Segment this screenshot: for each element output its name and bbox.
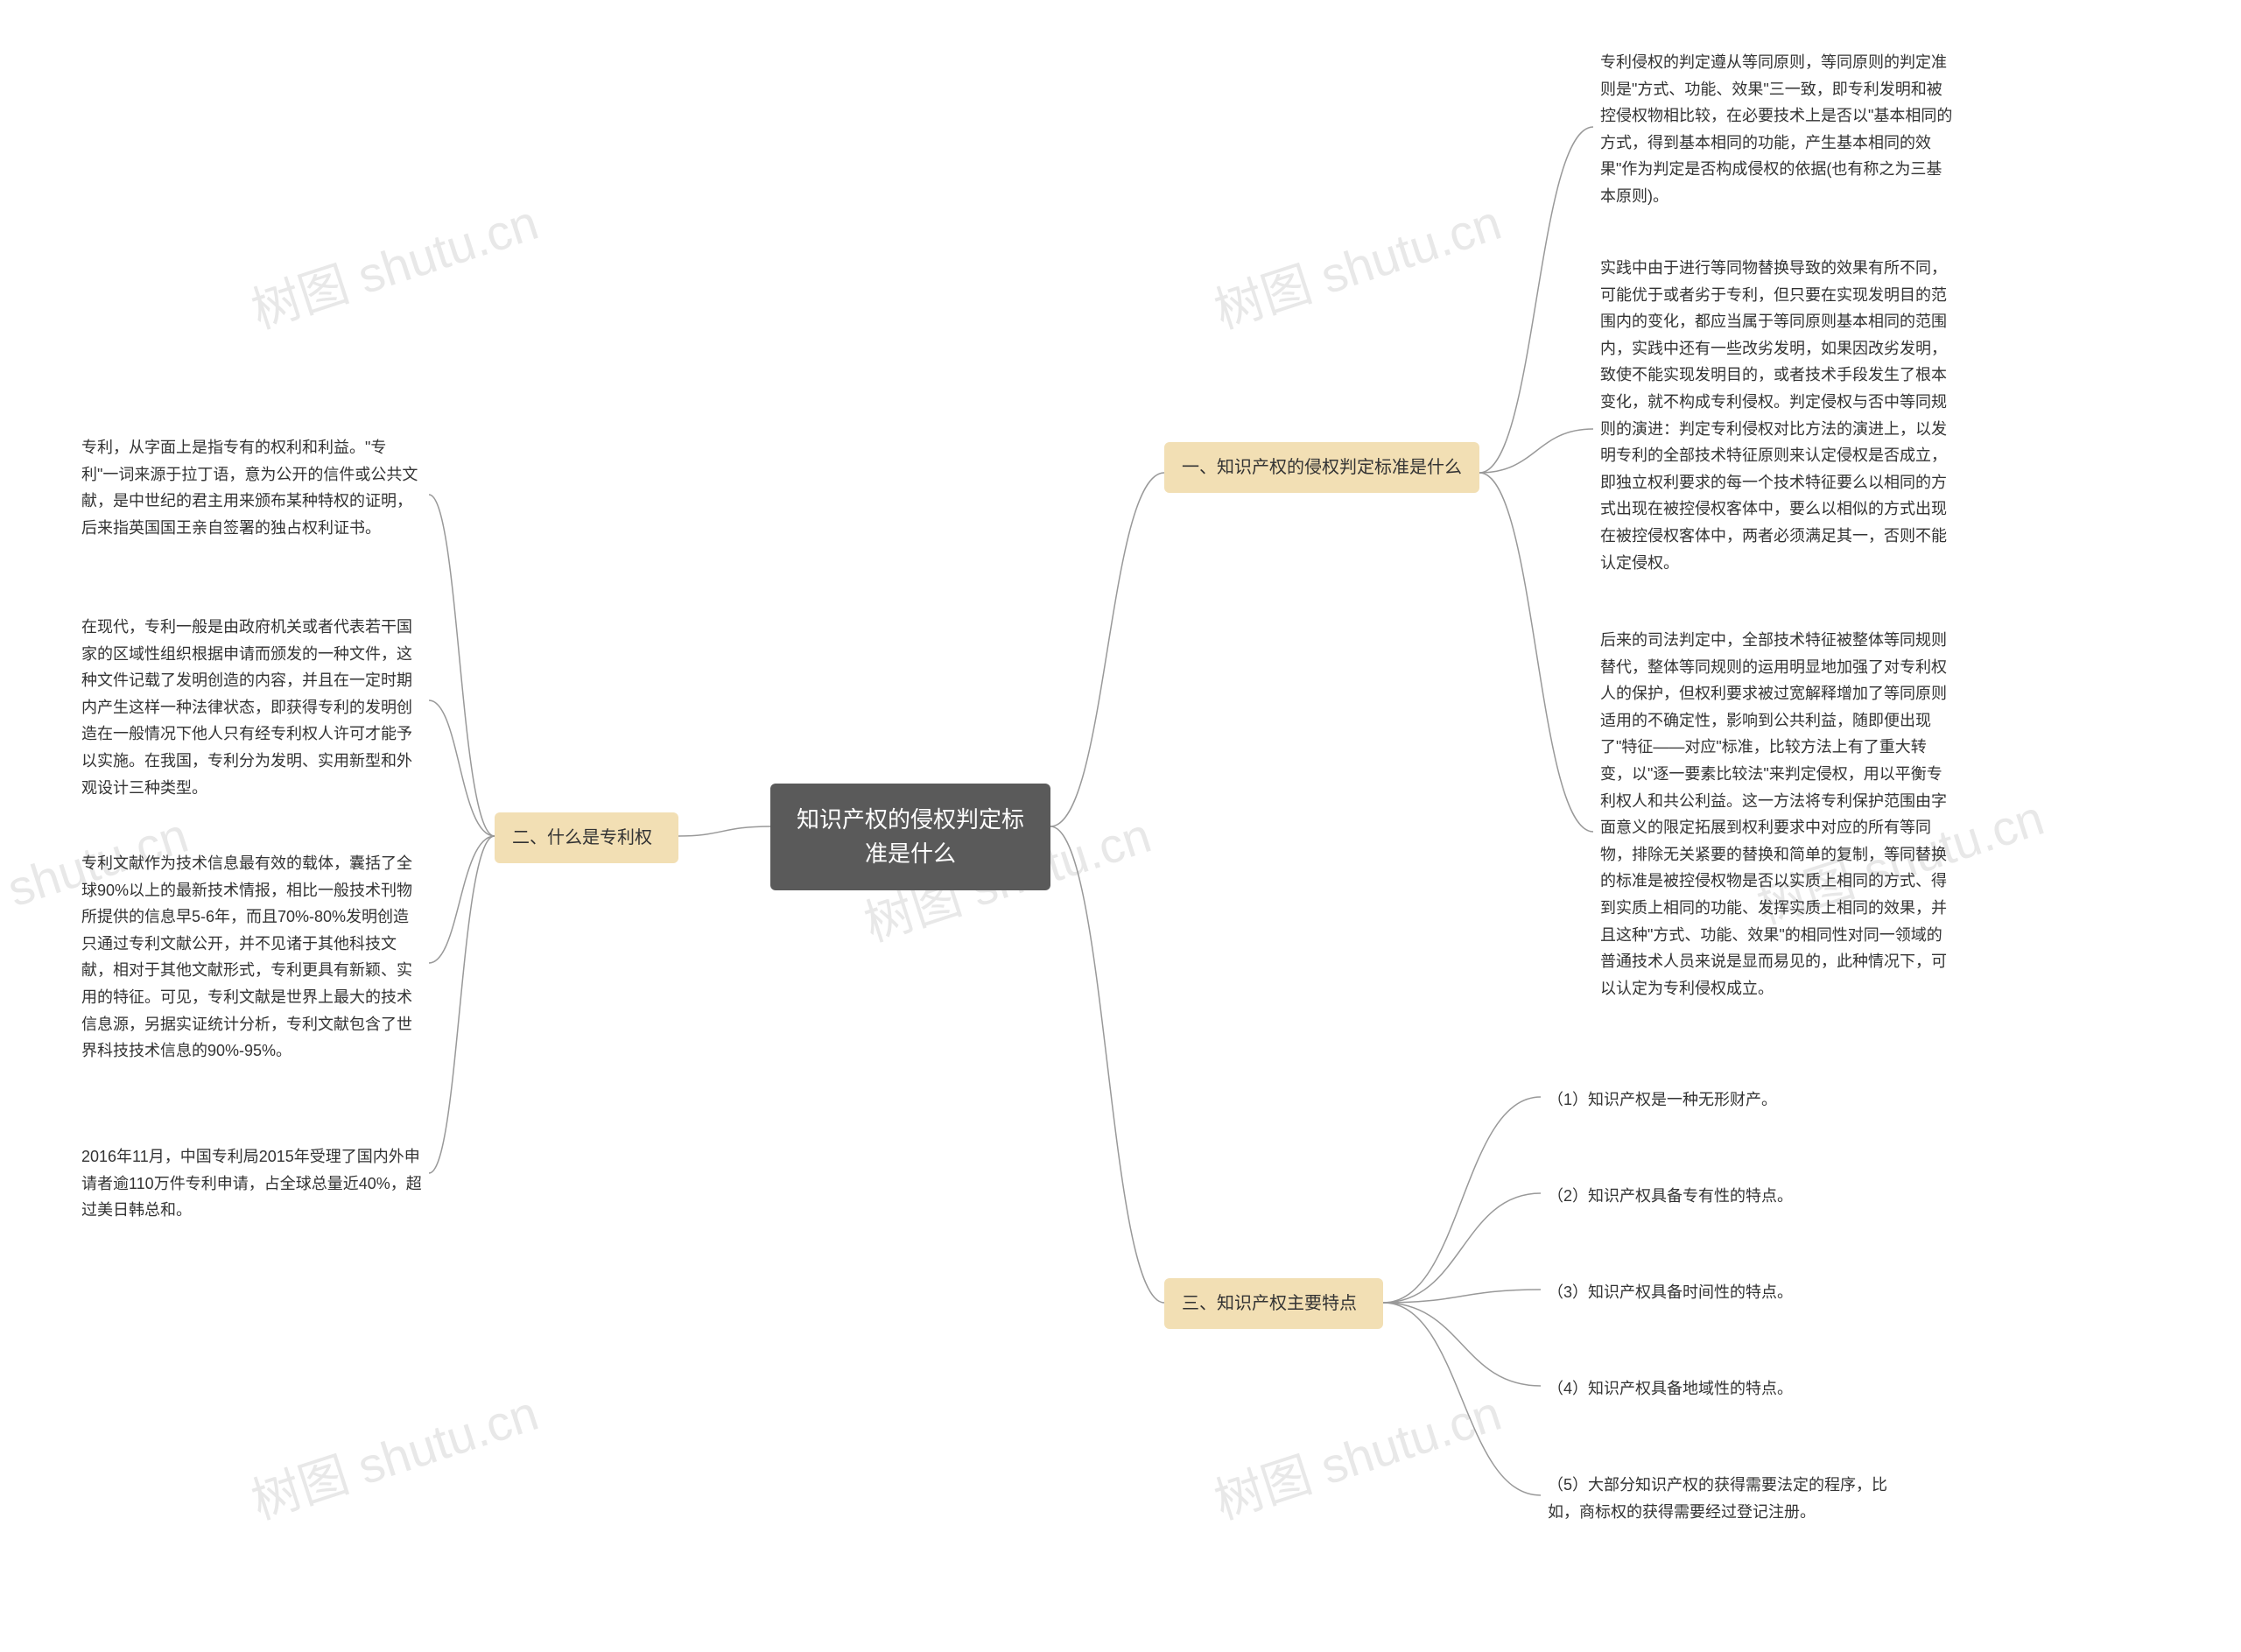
branch-node-2[interactable]: 二、什么是专利权 [495, 812, 678, 863]
leaf-node-3-2[interactable]: （2）知识产权具备专有性的特点。 [1541, 1177, 1908, 1215]
watermark-7: 树图 shutu.cn [1205, 1374, 1509, 1534]
leaf-node-1-3[interactable]: 后来的司法判定中，全部技术特征被整体等同规则替代，整体等同规则的运用明显地加强了… [1593, 622, 1961, 1007]
mindmap-canvas: 树图 shutu.cn 树图 shutu.cn 树图 shutu.cn 树图 s… [0, 0, 2241, 1652]
leaf-node-1-1[interactable]: 专利侵权的判定遵从等同原则，等同原则的判定准则是"方式、功能、效果"三一致，即专… [1593, 44, 1961, 215]
branch-node-3[interactable]: 三、知识产权主要特点 [1164, 1278, 1383, 1329]
leaf-node-2-2[interactable]: 在现代，专利一般是由政府机关或者代表若干国家的区域性组织根据申请而颁发的一种文件… [74, 608, 429, 806]
watermark-1: 树图 shutu.cn [242, 184, 546, 343]
watermark-6: 树图 shutu.cn [242, 1374, 546, 1534]
leaf-node-3-4[interactable]: （4）知识产权具备地域性的特点。 [1541, 1370, 1908, 1408]
leaf-node-2-1[interactable]: 专利，从字面上是指专有的权利和利益。"专利"一词来源于拉丁语，意为公开的信件或公… [74, 429, 429, 546]
leaf-node-1-2[interactable]: 实践中由于进行等同物替换导致的效果有所不同，可能优于或者劣于专利，但只要在实现发… [1593, 250, 1961, 581]
branch-node-1[interactable]: 一、知识产权的侵权判定标准是什么 [1164, 442, 1479, 493]
leaf-node-3-3[interactable]: （3）知识产权具备时间性的特点。 [1541, 1274, 1908, 1311]
leaf-node-2-3[interactable]: 专利文献作为技术信息最有效的载体，囊括了全球90%以上的最新技术情报，相比一般技… [74, 845, 429, 1070]
watermark-2: 树图 shutu.cn [1205, 184, 1509, 343]
leaf-node-3-1[interactable]: （1）知识产权是一种无形财产。 [1541, 1081, 1908, 1119]
leaf-node-3-5[interactable]: （5）大部分知识产权的获得需要法定的程序，比如，商标权的获得需要经过登记注册。 [1541, 1466, 1908, 1530]
center-node[interactable]: 知识产权的侵权判定标准是什么 [770, 784, 1050, 890]
leaf-node-2-4[interactable]: 2016年11月，中国专利局2015年受理了国内外申请者逾110万件专利申请，占… [74, 1138, 429, 1229]
